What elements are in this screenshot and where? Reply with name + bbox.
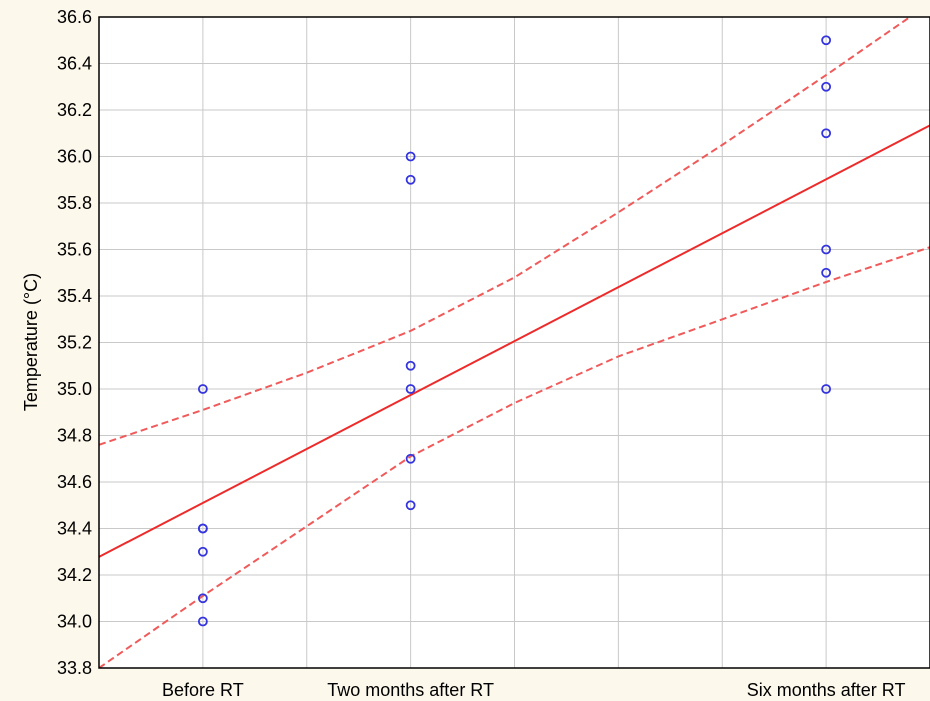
- confidence-band: [99, 17, 930, 668]
- x-tick-label: Two months after RT: [327, 680, 494, 700]
- data-point: [197, 546, 208, 557]
- data-point: [197, 593, 208, 604]
- x-tick-label: Six months after RT: [747, 680, 906, 700]
- y-tick-label: 36.0: [57, 147, 92, 167]
- x-tick-labels: Before RT Two months after RT Six months a…: [162, 680, 905, 700]
- data-point: [197, 384, 208, 394]
- data-point: [821, 267, 832, 278]
- y-tick-label: 35.6: [57, 240, 92, 260]
- data-points: [197, 35, 832, 627]
- x-tick-label: Before RT: [162, 680, 244, 700]
- data-point: [821, 244, 832, 255]
- y-tick-label: 34.0: [57, 612, 92, 632]
- data-point: [405, 500, 416, 511]
- y-tick-label: 35.2: [57, 333, 92, 353]
- data-point: [821, 128, 832, 139]
- data-point: [405, 174, 416, 185]
- y-tick-label: 36.2: [57, 100, 92, 120]
- data-point: [821, 35, 832, 46]
- y-tick-label: 33.8: [57, 658, 92, 678]
- data-point: [405, 453, 416, 464]
- y-tick-label: 36.6: [57, 7, 92, 27]
- data-point: [405, 384, 416, 394]
- y-tick-label: 34.8: [57, 426, 92, 446]
- data-point: [197, 616, 208, 627]
- data-point: [405, 151, 416, 162]
- grid: [99, 17, 930, 668]
- data-point: [821, 81, 832, 92]
- regression-fit: [99, 124, 930, 558]
- plot-frame: [98, 16, 930, 669]
- confidence-lower-line: [99, 246, 930, 668]
- y-tick-labels: 33.8 34.0 34.2 34.4 34.6 34.8 35.0 35.2 35.4 35.6…: [57, 7, 92, 678]
- y-tick-label: 36.4: [57, 54, 92, 74]
- regression-line: [99, 124, 930, 558]
- confidence-upper-line: [99, 17, 912, 446]
- data-point: [405, 360, 416, 371]
- y-tick-label: 35.0: [57, 379, 92, 399]
- data-point: [197, 523, 208, 534]
- y-tick-label: 34.4: [57, 519, 92, 539]
- y-tick-label: 34.6: [57, 472, 92, 492]
- y-tick-label: 35.4: [57, 286, 92, 306]
- y-tick-label: 35.8: [57, 193, 92, 213]
- y-tick-label: 34.2: [57, 565, 92, 585]
- y-axis-title: Temperature (°C): [21, 273, 41, 411]
- data-point: [821, 384, 832, 394]
